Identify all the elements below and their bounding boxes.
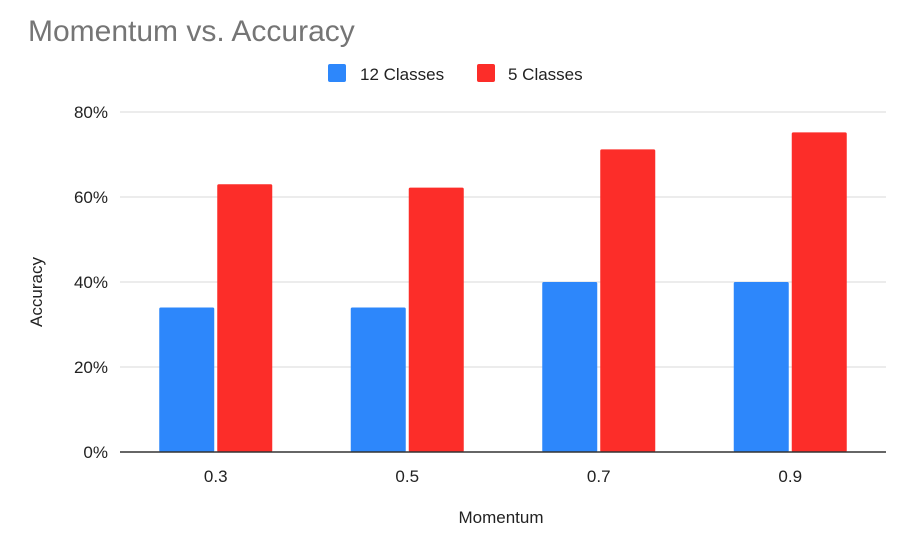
bars — [159, 132, 847, 452]
bar-12-classes-0-3 — [159, 307, 215, 452]
y-tick-label: 0% — [83, 443, 108, 462]
x-axis-label: Momentum — [458, 508, 543, 527]
y-tick-label: 20% — [74, 358, 108, 377]
legend-label-5-classes: 5 Classes — [508, 65, 583, 84]
y-tick-label: 40% — [74, 273, 108, 292]
bar-5-classes-0-3 — [217, 184, 273, 452]
bar-12-classes-0-7 — [542, 282, 598, 452]
bar-5-classes-0-9 — [791, 132, 847, 452]
legend-swatch-12-classes — [328, 64, 346, 82]
chart-title: Momentum vs. Accuracy — [28, 15, 355, 48]
bar-12-classes-0-9 — [733, 282, 789, 452]
legend-swatch-5-classes — [477, 64, 495, 82]
y-axis-label: Accuracy — [27, 257, 46, 327]
bar-12-classes-0-5 — [350, 307, 406, 452]
x-tick-label: 0.5 — [395, 467, 419, 486]
y-tick-label: 60% — [74, 188, 108, 207]
bar-5-classes-0-5 — [408, 187, 464, 452]
legend: 12 Classes 5 Classes — [328, 64, 583, 84]
x-tick-label: 0.7 — [587, 467, 611, 486]
x-tick-label: 0.9 — [778, 467, 802, 486]
y-axis-ticks: 0% 20% 40% 60% 80% — [74, 103, 108, 462]
bar-5-classes-0-7 — [600, 149, 656, 452]
legend-label-12-classes: 12 Classes — [360, 65, 444, 84]
x-axis-ticks: 0.3 0.5 0.7 0.9 — [204, 467, 802, 486]
y-tick-label: 80% — [74, 103, 108, 122]
x-tick-label: 0.3 — [204, 467, 228, 486]
